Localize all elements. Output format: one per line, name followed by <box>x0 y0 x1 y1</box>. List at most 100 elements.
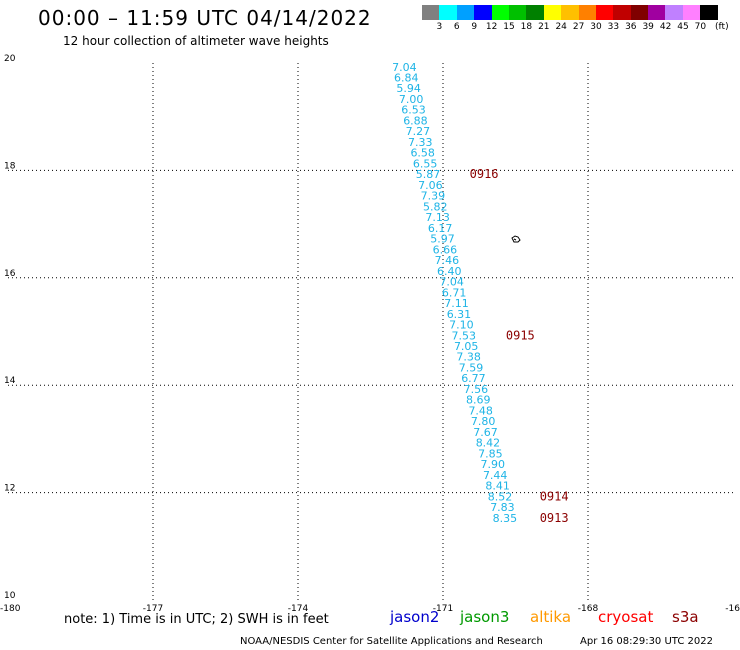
swh-observation: 8.35 <box>493 512 518 525</box>
swh-observation: 6.88 <box>403 114 428 127</box>
swh-observation: 5.87 <box>416 168 441 181</box>
lon-tick-label: -16 <box>725 604 740 614</box>
pass-time-label: 0913 <box>540 511 569 525</box>
credit-line: NOAA/NESDIS Center for Satellite Applica… <box>240 636 543 647</box>
lat-lon-grid <box>8 63 733 600</box>
color-scale-legend <box>422 5 718 20</box>
swh-observation: 7.85 <box>478 447 503 460</box>
swh-observation: 8.42 <box>476 437 501 450</box>
legend-tick-label: 27 <box>572 22 585 32</box>
legend-swatch <box>491 5 509 20</box>
swh-observation: 6.84 <box>394 71 419 84</box>
sat-s3a: s3a <box>672 608 699 626</box>
legend-swatch <box>700 5 718 20</box>
axis-labels: 20 18 16 14 12 10 -180 -177 -174 -171 -168 -16 <box>0 54 740 614</box>
swh-observation: 8.69 <box>466 394 491 407</box>
swh-observation: 8.52 <box>488 490 513 503</box>
sat-jason3: jason3 <box>460 608 510 626</box>
lat-tick-label: 18 <box>4 161 16 171</box>
legend-swatch <box>595 5 614 20</box>
swh-observation: 7.04 <box>439 276 464 289</box>
pass-time-labels: 0916 0915 0914 0913 <box>470 167 569 525</box>
swh-observation: 7.56 <box>464 383 489 396</box>
swh-observation: 7.67 <box>473 426 498 439</box>
legend-tick-label: 12 <box>485 22 498 32</box>
legend-tick-label: 6 <box>453 22 460 32</box>
swh-observation: 6.55 <box>413 157 438 170</box>
swh-observation: 7.27 <box>406 125 431 138</box>
map-title: 00:00 – 11:59 UTC 04/14/2022 <box>38 6 372 30</box>
sat-jason2: jason2 <box>390 608 440 626</box>
legend-swatch <box>543 5 562 20</box>
swh-observation: 7.59 <box>459 361 484 374</box>
legend-tick-label: 42 <box>659 22 672 32</box>
lon-tick-label: -177 <box>143 604 163 614</box>
legend-tick-label: 30 <box>590 22 602 32</box>
lon-tick-label: -171 <box>433 604 453 614</box>
generated-timestamp: Apr 16 08:29:30 UTC 2022 <box>580 636 713 647</box>
swh-observation: 7.04 <box>392 61 417 74</box>
swh-observation: 7.44 <box>483 469 508 482</box>
legend-tick-label: 3 <box>436 22 443 32</box>
legend-tick-label: 33 <box>607 22 620 32</box>
swh-observation: 8.41 <box>485 480 510 493</box>
legend-swatch <box>613 5 631 20</box>
swh-observation: 7.06 <box>418 179 443 192</box>
legend-tick-label: 39 <box>642 22 654 32</box>
map-subtitle: 12 hour collection of altimeter wave hei… <box>63 34 329 48</box>
swh-observation: 7.33 <box>408 136 433 149</box>
legend-tick-label: 24 <box>555 22 567 32</box>
pass-time-label: 0916 <box>470 167 499 181</box>
lon-tick-label: -174 <box>288 604 309 614</box>
swh-observation: 7.11 <box>444 297 469 310</box>
sat-altika: altika <box>530 608 572 626</box>
swh-observation: 6.31 <box>447 308 472 321</box>
swh-observation: 7.05 <box>454 340 479 353</box>
footnote: note: 1) Time is in UTC; 2) SWH is in fe… <box>64 612 329 627</box>
swh-observation: 6.53 <box>401 104 426 117</box>
swh-observation: 7.13 <box>425 211 450 224</box>
swh-observation: 7.53 <box>452 329 477 342</box>
lat-tick-label: 10 <box>4 591 16 601</box>
swh-observation: 7.83 <box>490 501 515 514</box>
swh-observation: 7.39 <box>421 190 446 203</box>
legend-swatch <box>648 5 666 20</box>
swh-observation: 5.97 <box>430 233 455 246</box>
legend-tick-label: 21 <box>538 22 550 32</box>
legend-swatch <box>456 5 475 20</box>
legend-swatch <box>508 5 527 20</box>
swh-observation: 6.40 <box>437 265 462 278</box>
swh-observation: 6.71 <box>442 286 467 299</box>
observation-labels: 7.046.845.947.006.536.887.277.336.586.55… <box>392 61 517 525</box>
legend-swatch <box>526 5 544 20</box>
lat-tick-label: 12 <box>4 484 15 494</box>
swh-observation: 7.48 <box>468 404 493 417</box>
legend-swatch <box>422 5 440 20</box>
lon-tick-label: -168 <box>578 604 599 614</box>
sat-cryosat: cryosat <box>598 608 654 626</box>
legend-tick-label: 36 <box>625 22 637 32</box>
lon-tick-label: -180 <box>0 604 21 614</box>
legend-tick-label: 18 <box>520 22 533 32</box>
island-outline <box>511 235 521 243</box>
legend-swatch <box>561 5 579 20</box>
pass-time-label: 0915 <box>506 328 535 342</box>
legend-tick-label: 9 <box>471 22 478 32</box>
legend-swatch <box>630 5 649 20</box>
legend-tick-label: 45 <box>677 22 689 32</box>
island-shape <box>511 235 521 243</box>
swh-observation: 7.38 <box>456 351 481 364</box>
swh-observation: 7.80 <box>471 415 496 428</box>
legend-unit: (ft) <box>715 22 729 32</box>
lat-tick-label: 16 <box>4 269 16 279</box>
swh-observation: 7.90 <box>481 458 506 471</box>
legend-swatch <box>578 5 596 20</box>
swh-observation: 6.77 <box>461 372 486 385</box>
legend-swatch <box>682 5 701 20</box>
swh-observation: 7.10 <box>449 319 474 332</box>
legend-tick-label: 70 <box>694 22 707 32</box>
pass-time-label: 0914 <box>540 489 569 503</box>
legend-swatch <box>474 5 492 20</box>
legend-tick-label: 15 <box>503 22 515 32</box>
